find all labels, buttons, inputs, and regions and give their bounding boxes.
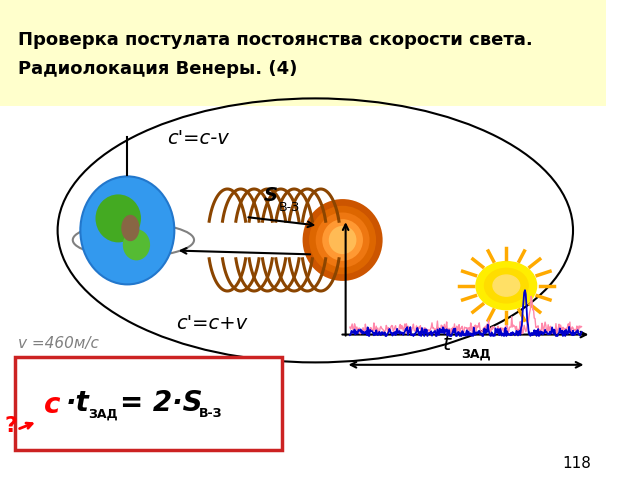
Circle shape [493,275,520,296]
Text: $t$: $t$ [442,334,453,354]
Text: = 2·S: = 2·S [120,389,203,417]
Ellipse shape [123,229,150,260]
Text: c: c [44,391,60,419]
Ellipse shape [316,213,369,267]
Text: c'=c+v: c'=c+v [176,314,247,333]
Text: S: S [264,186,278,204]
Text: Радиолокация Венеры. (4): Радиолокация Венеры. (4) [18,60,298,78]
Ellipse shape [81,176,174,284]
FancyBboxPatch shape [0,0,606,106]
Text: В-З: В-З [199,407,222,420]
Ellipse shape [121,215,140,241]
Circle shape [484,268,528,303]
Text: ?: ? [5,416,18,436]
Text: Проверка постулата постоянства скорости света.: Проверка постулата постоянства скорости … [18,31,533,49]
Text: ЗАД: ЗАД [88,407,118,420]
Text: ·t: ·t [65,389,89,417]
Text: ЗАД: ЗАД [461,348,490,361]
Ellipse shape [95,194,141,242]
Text: c'=c-v: c'=c-v [167,129,228,148]
Text: В-З: В-З [279,201,300,214]
FancyBboxPatch shape [15,357,282,450]
Text: v =460м/с: v =460м/с [18,336,99,351]
Ellipse shape [329,226,356,254]
Text: 118: 118 [563,456,591,471]
Ellipse shape [303,199,383,281]
Circle shape [476,262,536,310]
Ellipse shape [309,206,376,274]
Ellipse shape [322,219,363,261]
